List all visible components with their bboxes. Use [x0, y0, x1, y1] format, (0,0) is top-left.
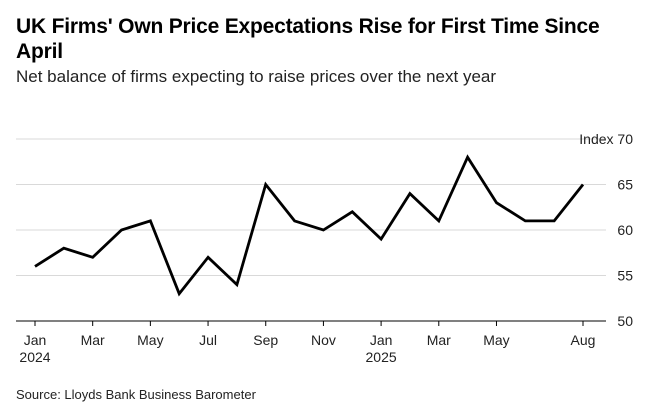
source-note: Source: Lloyds Bank Business Barometer	[16, 387, 256, 402]
x-tick-label-0: Jan	[24, 332, 47, 348]
y-tick-label-55: 55	[617, 268, 633, 284]
x-tick-label-14: Mar	[427, 332, 451, 348]
x-tick-label-4: May	[137, 332, 163, 348]
x-tick-label-2: Mar	[81, 332, 105, 348]
series-line-0	[34, 154, 585, 297]
x-tick-label-16: May	[483, 332, 509, 348]
y-tick-label-50: 50	[617, 313, 633, 329]
x-tick-label-12: Jan	[370, 332, 393, 348]
y-tick-label-60: 60	[617, 222, 633, 238]
x-year-label-2024: 2024	[19, 349, 50, 365]
x-tick-label-6: Jul	[199, 332, 217, 348]
x-year-label-2025: 2025	[366, 349, 397, 365]
x-tick-label-19: Aug	[571, 332, 596, 348]
x-tick-label-10: Nov	[311, 332, 336, 348]
x-tick-label-8: Sep	[253, 332, 278, 348]
chart-title: UK Firms' Own Price Expectations Rise fo…	[16, 15, 600, 63]
chart-subtitle: Net balance of firms expecting to raise …	[16, 67, 497, 86]
y-tick-label-65: 65	[617, 177, 633, 193]
y-tick-label-70: Index 70	[579, 131, 633, 147]
